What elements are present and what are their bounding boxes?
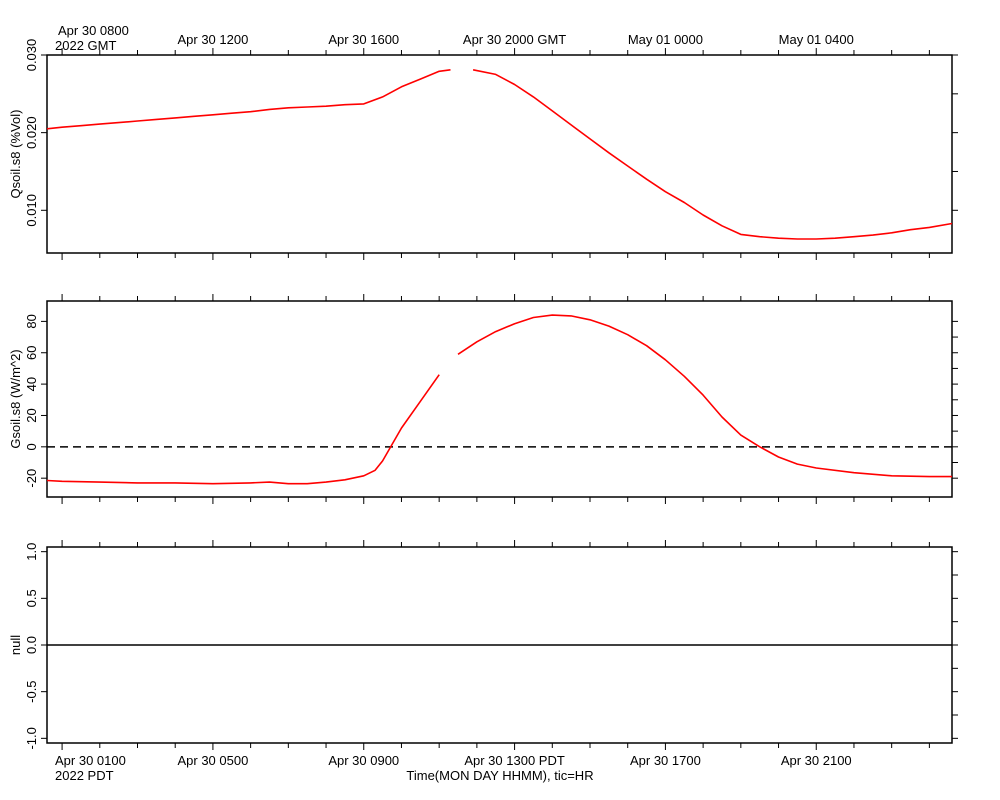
y-tick-label: 0.030 xyxy=(24,39,39,72)
y-tick-label: 80 xyxy=(24,314,39,328)
y-axis-label: null xyxy=(8,635,23,655)
y-tick-label: 0.020 xyxy=(24,116,39,149)
y-tick-label: 0.5 xyxy=(24,589,39,607)
bottom-axis-tick-label: Apr 30 0500 xyxy=(177,753,248,768)
y-tick-label: 40 xyxy=(24,377,39,391)
bottom-time-axis: Apr 30 0100 2022 PDT Time(MON DAY HHMM),… xyxy=(55,753,852,783)
series-line xyxy=(457,314,952,478)
x-axis-title: Time(MON DAY HHMM), tic=HR xyxy=(406,768,593,783)
y-tick-label: -1.0 xyxy=(24,727,39,749)
y-tick-label: 0.010 xyxy=(24,194,39,227)
top-axis-tick-label: May 01 0400 xyxy=(779,32,854,47)
y-tick-label: 1.0 xyxy=(24,543,39,561)
series-line xyxy=(46,69,451,130)
y-tick-label: 60 xyxy=(24,346,39,360)
bottom-axis-tick-label: Apr 30 2100 xyxy=(781,753,852,768)
bottom-axis-first-sublabel: 2022 PDT xyxy=(55,768,114,783)
chart-panel-3: -1.0 -0.5 0.0 0.5 1.0 null xyxy=(8,540,958,750)
top-time-axis: Apr 30 0800 2022 GMT Apr 30 1200 Apr 30 1… xyxy=(55,23,854,53)
chart-panel-2: -20 0 20 40 60 80 Gsoil.s8 (W/m^2) xyxy=(8,294,958,504)
y-tick-label: 0 xyxy=(24,443,39,450)
top-axis-first-label: Apr 30 0800 xyxy=(58,23,129,38)
y-axis-label: Gsoil.s8 (W/m^2) xyxy=(8,349,23,448)
panel-frame xyxy=(46,300,953,498)
bottom-axis-tick-label: Apr 30 1700 xyxy=(630,753,701,768)
y-tick-label: -0.5 xyxy=(24,680,39,702)
top-axis-tick-label: Apr 30 1200 xyxy=(177,32,248,47)
top-axis-tick-label: Apr 30 1600 xyxy=(328,32,399,47)
top-axis-tick-label: Apr 30 2000 GMT xyxy=(463,32,566,47)
chart-panel-1: 0.010 0.020 0.030 Qsoil.s8 (%Vol) xyxy=(8,39,958,260)
y-tick-label: 20 xyxy=(24,408,39,422)
bottom-axis-first-label: Apr 30 0100 xyxy=(55,753,126,768)
y-tick-label: 0.0 xyxy=(24,636,39,654)
panel-frame xyxy=(46,54,953,254)
top-axis-first-sublabel: 2022 GMT xyxy=(55,38,116,53)
y-tick-label: -20 xyxy=(24,469,39,488)
bottom-axis-tick-label: Apr 30 1300 PDT xyxy=(464,753,565,768)
y-axis-label: Qsoil.s8 (%Vol) xyxy=(8,110,23,199)
series-line xyxy=(472,69,953,240)
series-line xyxy=(46,374,440,485)
bottom-axis-tick-label: Apr 30 0900 xyxy=(328,753,399,768)
top-axis-tick-label: May 01 0000 xyxy=(628,32,703,47)
